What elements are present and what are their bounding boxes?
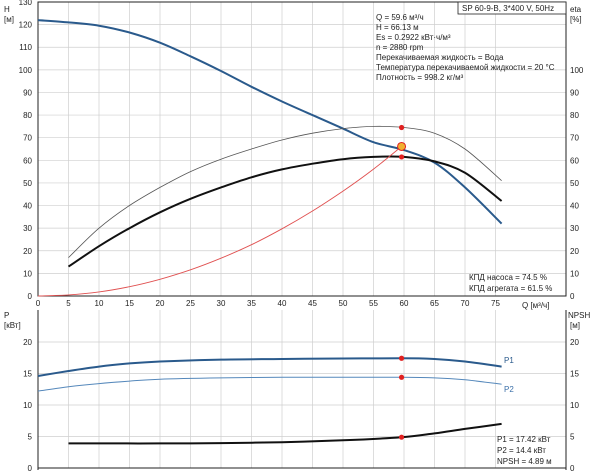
unit_eff-curve [67,155,503,268]
right-axis-unit-bottom: [м] [570,321,580,330]
x-tick-label: 75 [491,299,500,308]
curves [37,19,503,445]
x-tick-label: 25 [186,299,195,308]
top-left-tick-label: 30 [23,224,32,233]
info-line: Es = 0.2922 кВт·ч/м³ [376,33,451,42]
operating-point-marker [398,434,405,440]
x-tick-label: 30 [217,299,226,308]
x-tick-label: 40 [278,299,287,308]
operating-point-marker [398,355,405,361]
right-axis-label-top: eta [570,5,582,14]
x-tick-label: 50 [339,299,348,308]
bottom-left-tick-label: 15 [23,370,32,379]
info-line: n = 2880 rpm [376,43,424,52]
head-curve [37,19,503,225]
operating-point-markers [397,124,407,440]
top-left-tick-label: 130 [19,0,33,7]
x-tick-label: 70 [461,299,470,308]
operating-point-marker [398,374,405,380]
top-left-tick-label: 60 [23,156,32,165]
npsh-curve [68,422,502,445]
x-tick-label: 35 [247,299,256,308]
top-right-tick-label: 40 [570,202,579,211]
pump_eff-curve [68,125,502,258]
top-left-tick-label: 100 [19,66,33,75]
operating-point-marker [397,141,407,151]
x-tick-label: 60 [400,299,409,308]
p1-series-label: P1 [504,356,514,365]
x-tick-label: 5 [66,299,71,308]
x-tick-label: 10 [95,299,104,308]
x-tick-label: 15 [125,299,134,308]
x-tick-label: 0 [36,299,41,308]
top-left-tick-label: 10 [23,269,32,278]
top-left-tick-label: 40 [23,202,32,211]
operating-point-marker [398,124,405,131]
top-right-tick-label: 0 [570,292,575,301]
top-right-tick-label: 90 [570,88,579,97]
left-axis-unit-bottom: [кВт] [4,321,21,330]
top-left-tick-label: 70 [23,134,32,143]
product-label-box [457,1,567,15]
x-tick-label: 55 [369,299,378,308]
info-line: Плотность = 998.2 кг/м³ [376,73,464,82]
x-axis-label: Q [м³/ч] [522,301,549,310]
bottom-left-tick-label: 10 [23,401,32,410]
top-left-tick-label: 120 [19,21,33,30]
x-tick-label: 65 [430,299,439,308]
info-line: Температура перекачиваемой жидкости = 20… [376,63,555,72]
p2-series-label: P2 [504,385,514,394]
bottom-right-tick-label: 15 [570,370,579,379]
info-line: H = 66.13 м [376,23,419,32]
bottom-right-tick-label: 10 [570,401,579,410]
top-left-tick-label: 20 [23,247,32,256]
left-axis-unit-top: [м] [4,15,14,24]
top-right-tick-label: 20 [570,247,579,256]
top-left-tick-label: 50 [23,179,32,188]
npsh-readout: NPSH = 4.89 м [497,457,552,466]
info-line: Q = 59.6 м³/ч [376,13,424,22]
p1-curve [37,357,502,377]
p2-curve [37,376,502,392]
bottom-grid [38,310,566,468]
bottom-left-tick-label: 5 [28,433,33,442]
operating-point-marker [398,154,405,160]
right-axis-unit-top: [%] [570,15,582,24]
bottom-right-tick-label: 20 [570,338,579,347]
top-right-tick-label: 70 [570,134,579,143]
product-label: SP 60-9-B, 3*400 V, 50Hz [462,4,554,13]
bottom-right-tick-label: 5 [570,433,575,442]
pump-efficiency-note: КПД насоса = 74.5 % [469,273,547,282]
top-right-tick-label: 10 [570,269,579,278]
top-right-tick-label: 30 [570,224,579,233]
top-right-tick-label: 60 [570,156,579,165]
top-right-tick-label: 50 [570,179,579,188]
p2-readout: P2 = 14.4 кВт [497,446,546,455]
info-line: Перекачиваемая жидкость = Вода [376,53,504,62]
top-right-tick-label: 80 [570,111,579,120]
x-tick-label: 45 [308,299,317,308]
system-curve [37,146,402,297]
info-block: Q = 59.6 м³/ч H = 66.13 м Es = 0.2922 кВ… [376,13,555,82]
top-left-tick-label: 80 [23,111,32,120]
top-grid [38,1,566,296]
right-axis-label-bottom: NPSH [568,311,590,320]
top-plot-frame [37,1,567,297]
top-left-tick-label: 110 [19,43,32,52]
left-axis-label-top: H [4,5,10,14]
p1-readout: P1 = 17.42 кВт [497,435,551,444]
top-left-tick-label: 90 [23,88,32,97]
bottom-left-tick-label: 0 [28,464,33,473]
tick-labels: 0102030405060708090100110120130010203040… [19,0,584,473]
unit-efficiency-note: КПД агрегата = 61.5 % [469,284,552,293]
bottom-right-tick-label: 0 [570,464,575,473]
x-tick-label: 20 [156,299,165,308]
bottom-left-tick-label: 20 [23,338,32,347]
top-left-tick-label: 0 [28,292,33,301]
top-right-tick-label: 100 [570,66,584,75]
left-axis-label-bottom: P [4,311,9,320]
